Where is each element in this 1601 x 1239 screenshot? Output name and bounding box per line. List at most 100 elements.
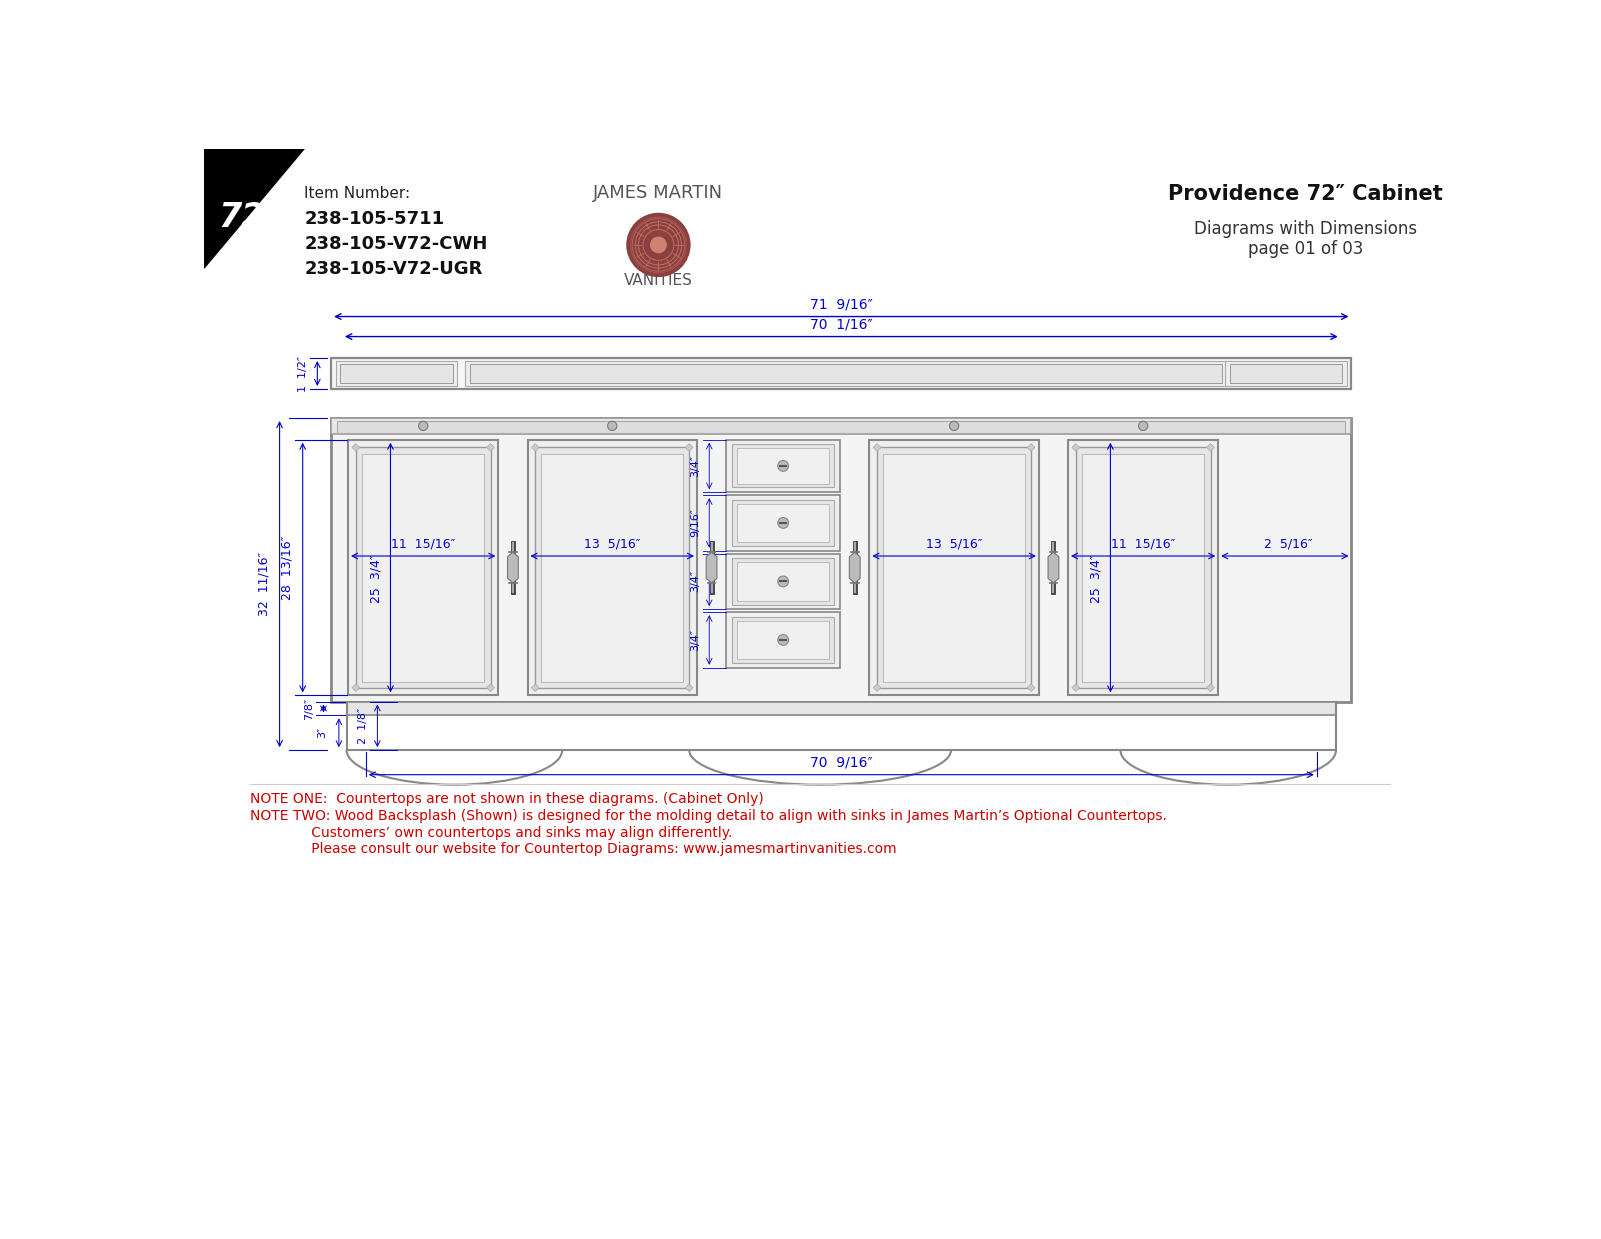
Bar <box>527 440 696 695</box>
Text: Diagrams with Dimensions: Diagrams with Dimensions <box>1194 219 1417 238</box>
Bar <box>736 563 829 601</box>
Text: 2  5/16″: 2 5/16″ <box>1265 538 1313 550</box>
Text: NOTE ONE:  Countertops are not shown in these diagrams. (Cabinet Only): NOTE ONE: Countertops are not shown in t… <box>250 792 764 805</box>
Polygon shape <box>352 684 360 691</box>
Text: 11  15/16″: 11 15/16″ <box>1111 538 1175 550</box>
Text: 28  13/16″: 28 13/16″ <box>280 535 293 600</box>
Circle shape <box>418 421 427 430</box>
Circle shape <box>650 237 666 253</box>
Text: 2  1/8″: 2 1/8″ <box>359 707 368 743</box>
Polygon shape <box>532 684 540 691</box>
Text: 71  9/16″: 71 9/16″ <box>810 297 873 312</box>
Text: 11  15/16″: 11 15/16″ <box>391 538 455 550</box>
Bar <box>469 364 1222 383</box>
Polygon shape <box>1073 444 1079 451</box>
Bar <box>732 617 834 663</box>
Text: Customers’ own countertops and sinks may align differently.: Customers’ own countertops and sinks may… <box>250 825 733 840</box>
Polygon shape <box>1073 684 1079 691</box>
Text: 70  1/16″: 70 1/16″ <box>810 318 873 332</box>
Bar <box>1068 440 1218 695</box>
Bar <box>727 612 841 668</box>
Text: 13  5/16″: 13 5/16″ <box>584 538 640 550</box>
Bar <box>1230 364 1342 383</box>
Circle shape <box>949 421 959 430</box>
Bar <box>732 499 834 546</box>
Bar <box>1225 362 1346 385</box>
Text: 3/4″: 3/4″ <box>690 570 700 592</box>
Text: 3/4″: 3/4″ <box>690 629 700 650</box>
Polygon shape <box>685 444 693 451</box>
Text: JAMES MARTIN: JAMES MARTIN <box>594 185 724 202</box>
Text: 238-105-V72-UGR: 238-105-V72-UGR <box>304 259 482 278</box>
Polygon shape <box>487 444 495 451</box>
Bar <box>535 447 688 688</box>
Bar <box>732 559 834 605</box>
Text: Please consult our website for Countertop Diagrams: www.jamesmartinvanities.com: Please consult our website for Counterto… <box>250 843 897 856</box>
Bar <box>727 496 841 550</box>
Bar <box>727 440 841 492</box>
Circle shape <box>628 214 688 276</box>
Polygon shape <box>205 149 304 268</box>
Circle shape <box>778 634 789 646</box>
Bar <box>331 419 1351 434</box>
Polygon shape <box>1028 444 1034 451</box>
Text: 3/4″: 3/4″ <box>690 455 700 477</box>
Text: 32  11/16″: 32 11/16″ <box>258 553 271 616</box>
Polygon shape <box>487 684 495 691</box>
Polygon shape <box>706 553 717 584</box>
Bar <box>736 449 829 483</box>
Bar <box>331 358 1351 389</box>
Polygon shape <box>873 444 881 451</box>
Polygon shape <box>1049 553 1058 584</box>
Text: 25  3/4″: 25 3/4″ <box>1090 555 1103 603</box>
Polygon shape <box>685 684 693 691</box>
Text: 7/8″: 7/8″ <box>304 698 314 720</box>
Circle shape <box>1138 421 1148 430</box>
Bar <box>732 445 834 487</box>
Bar <box>877 447 1031 688</box>
Text: 238-105-5711: 238-105-5711 <box>304 211 445 228</box>
Text: Item Number:: Item Number: <box>304 186 410 201</box>
Polygon shape <box>850 553 860 584</box>
Polygon shape <box>873 684 881 691</box>
Bar <box>338 421 1345 432</box>
Text: NOTE TWO: Wood Backsplash (Shown) is designed for the molding detail to align wi: NOTE TWO: Wood Backsplash (Shown) is des… <box>250 809 1167 823</box>
Bar <box>869 440 1039 695</box>
Bar <box>466 362 1226 385</box>
Text: 1  1/2″: 1 1/2″ <box>298 356 307 392</box>
Text: 13  5/16″: 13 5/16″ <box>925 538 983 550</box>
Circle shape <box>778 518 789 528</box>
Bar <box>1082 453 1204 681</box>
Text: 70  9/16″: 70 9/16″ <box>810 756 873 769</box>
Bar <box>736 503 829 543</box>
Circle shape <box>778 576 789 587</box>
Bar <box>355 447 490 688</box>
Bar <box>341 364 453 383</box>
Bar <box>331 419 1351 701</box>
Bar <box>331 358 1351 389</box>
Text: 72″: 72″ <box>218 202 279 234</box>
Polygon shape <box>1207 684 1215 691</box>
Text: page 01 of 03: page 01 of 03 <box>1247 239 1362 258</box>
Polygon shape <box>508 553 519 584</box>
Bar <box>362 453 485 681</box>
Bar <box>336 362 458 385</box>
Bar <box>541 453 684 681</box>
Text: Providence 72″ Cabinet: Providence 72″ Cabinet <box>1167 185 1443 204</box>
Bar <box>736 621 829 659</box>
Bar <box>347 440 498 695</box>
Circle shape <box>778 461 789 471</box>
Bar <box>1076 447 1210 688</box>
Polygon shape <box>352 444 360 451</box>
Circle shape <box>608 421 616 430</box>
Text: VANITIES: VANITIES <box>624 274 693 289</box>
Bar <box>727 554 841 610</box>
Polygon shape <box>532 444 540 451</box>
Text: 238-105-V72-CWH: 238-105-V72-CWH <box>304 235 488 253</box>
Polygon shape <box>1207 444 1215 451</box>
Text: 25  3/4″: 25 3/4″ <box>370 555 383 603</box>
Polygon shape <box>1028 684 1034 691</box>
Text: 3″: 3″ <box>317 727 327 738</box>
Bar <box>346 701 1335 715</box>
Text: 9/16″: 9/16″ <box>690 508 700 538</box>
